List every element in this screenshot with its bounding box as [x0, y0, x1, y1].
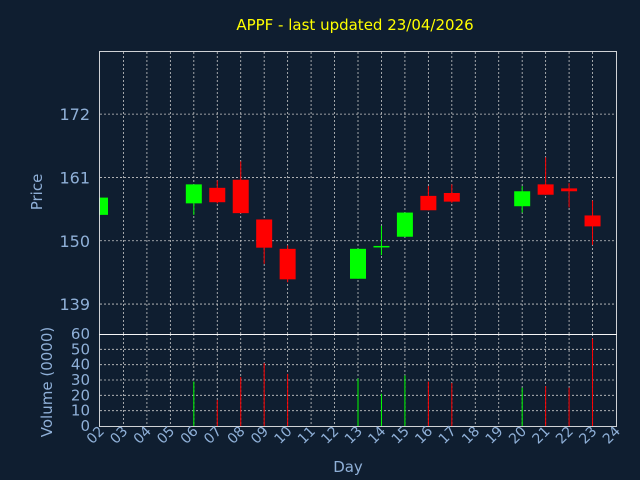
candle-body: [420, 195, 437, 211]
price-candles: [99, 157, 601, 283]
price-tick-label: 161: [59, 168, 90, 187]
x-tick-label: 17: [436, 424, 460, 448]
volume-bars: [193, 338, 594, 426]
volume-axis-label: Volume (0000): [38, 327, 56, 437]
x-tick-label: 15: [389, 424, 413, 448]
x-tick-label: 14: [365, 423, 389, 447]
volume-tick-label: 50: [71, 340, 90, 358]
price-tick-label: 172: [59, 105, 90, 124]
volume-tick-label: 0: [80, 417, 90, 435]
chart-title: APPF - last updated 23/04/2026: [236, 16, 473, 34]
x-tick-label: 03: [107, 424, 131, 448]
x-tick-label: 09: [248, 424, 272, 448]
candle-body: [396, 212, 413, 237]
volume-tick-label: 30: [71, 371, 90, 389]
x-tick-label: 12: [318, 424, 342, 448]
x-axis-ticks: 02 03 04 05 06 07 08 09 10 11 12 13 14 15 16 17 18 19 20 21…: [84, 423, 624, 447]
x-tick-label: 20: [506, 424, 530, 448]
price-axis-ticks: 139 150 161 172: [59, 105, 90, 314]
x-tick-label: 04: [131, 423, 155, 447]
candle-body: [537, 184, 554, 195]
x-tick-label: 05: [154, 424, 178, 448]
candle-body: [584, 215, 601, 227]
x-tick-label: 16: [412, 423, 436, 447]
x-axis-label: Day: [333, 458, 363, 476]
candle-body: [373, 245, 390, 248]
candle-body: [256, 219, 273, 248]
volume-tick-label: 60: [71, 325, 90, 343]
x-tick-label: 18: [459, 424, 483, 448]
price-tick-label: 139: [59, 295, 90, 314]
volume-tick-label: 10: [71, 402, 90, 420]
candle-body: [443, 193, 460, 202]
price-tick-label: 150: [59, 232, 90, 251]
candle-body: [350, 248, 366, 279]
candle-body: [209, 187, 226, 203]
volume-tick-label: 40: [71, 356, 90, 374]
x-tick-label: 13: [342, 424, 366, 448]
x-tick-label: 07: [201, 424, 225, 448]
candle-body: [279, 248, 296, 280]
x-tick-label: 06: [178, 423, 202, 447]
x-tick-label: 19: [483, 424, 507, 448]
candle-body: [232, 179, 249, 214]
x-tick-label: 23: [576, 424, 600, 448]
x-tick-label: 22: [553, 424, 577, 448]
x-tick-label: 11: [295, 424, 319, 448]
x-tick-label: 10: [272, 424, 296, 448]
x-tick-label: 08: [225, 424, 249, 448]
candle-body: [561, 188, 578, 192]
x-tick-label: 24: [600, 423, 624, 447]
candle-body: [185, 184, 202, 204]
volume-tick-label: 20: [71, 386, 90, 404]
volume-panel-frame: [99, 334, 617, 427]
candle-body: [100, 197, 108, 215]
candle-body: [514, 191, 531, 207]
price-axis-label: Price: [28, 174, 46, 211]
x-tick-label: 21: [530, 424, 554, 448]
